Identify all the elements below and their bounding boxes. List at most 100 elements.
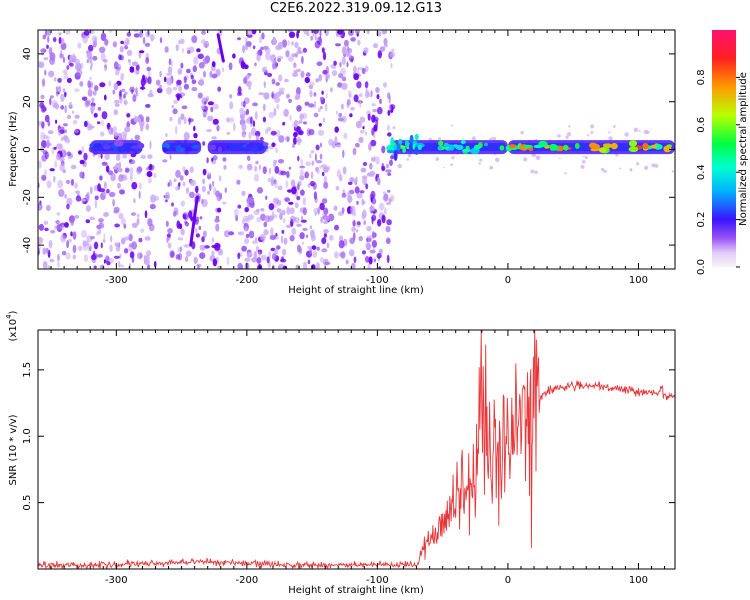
noise-speckle: [359, 100, 362, 108]
colorbar-tick-label: 0.4: [696, 164, 707, 180]
noise-speckle: [209, 183, 212, 192]
noise-speckle: [49, 258, 55, 263]
signal-band-blob: [393, 144, 398, 151]
noise-speckle: [48, 70, 55, 78]
noise-speckle: [323, 233, 328, 238]
noise-speckle: [319, 153, 323, 160]
noise-speckle: [580, 164, 585, 169]
noise-speckle: [278, 74, 283, 82]
signal-band-blob: [650, 144, 657, 149]
noise-speckle: [301, 215, 304, 221]
noise-speckle: [167, 66, 173, 75]
noise-speckle: [127, 59, 131, 63]
noise-speckle: [119, 54, 124, 61]
noise-speckle: [279, 212, 283, 220]
noise-speckle: [133, 33, 140, 38]
noise-speckle: [288, 166, 292, 170]
noise-speckle: [59, 53, 64, 59]
noise-speckle: [370, 156, 376, 162]
noise-speckle: [278, 87, 285, 92]
noise-speckle: [478, 162, 481, 165]
noise-speckle: [289, 207, 295, 215]
noise-speckle: [138, 237, 143, 243]
noise-speckle: [291, 41, 294, 46]
noise-speckle: [379, 98, 382, 105]
noise-speckle: [387, 132, 392, 137]
noise-speckle: [296, 223, 302, 227]
noise-speckle: [361, 198, 364, 206]
noise-speckle: [92, 90, 97, 96]
noise-speckle: [99, 264, 105, 269]
noise-speckle: [207, 172, 212, 176]
noise-speckle: [139, 50, 145, 54]
noise-speckle: [341, 115, 347, 123]
noise-speckle: [53, 102, 57, 109]
noise-speckle: [130, 153, 137, 158]
noise-speckle: [82, 245, 88, 251]
noise-speckle: [198, 225, 202, 231]
noise-speckle: [68, 102, 72, 107]
noise-speckle: [359, 129, 365, 134]
noise-speckle: [383, 38, 388, 46]
noise-speckle: [53, 77, 57, 82]
noise-speckle: [56, 253, 60, 262]
noise-speckle: [240, 114, 246, 121]
noise-speckle: [153, 260, 157, 268]
signal-band-blob: [262, 142, 269, 147]
noise-speckle: [217, 207, 222, 213]
noise-speckle: [131, 61, 139, 66]
noise-speckle: [132, 94, 137, 103]
signal-band-blob: [180, 144, 188, 149]
noise-speckle: [608, 131, 611, 134]
noise-speckle: [108, 80, 112, 87]
noise-speckle: [630, 168, 633, 171]
noise-speckle: [371, 240, 377, 248]
noise-speckle: [179, 38, 185, 44]
noise-speckle: [145, 103, 151, 108]
noise-speckle: [590, 131, 594, 134]
signal-band-blob: [409, 134, 414, 144]
noise-speckle: [256, 257, 262, 264]
noise-speckle: [342, 46, 347, 55]
noise-speckle: [293, 62, 297, 68]
noise-speckle: [334, 251, 339, 259]
spectrogram-x-axis-label: Height of straight line (km): [288, 285, 424, 296]
noise-speckle: [254, 62, 257, 67]
noise-speckle: [251, 240, 258, 244]
noise-speckle: [218, 175, 222, 182]
noise-speckle: [229, 101, 234, 110]
noise-speckle: [89, 246, 92, 252]
noise-speckle: [90, 105, 96, 112]
noise-speckle: [228, 62, 233, 71]
noise-speckle: [112, 198, 115, 207]
noise-speckle: [290, 179, 296, 187]
noise-speckle: [200, 105, 205, 110]
noise-speckle: [274, 180, 278, 189]
noise-speckle: [62, 88, 65, 93]
noise-speckle: [65, 179, 71, 185]
noise-speckle: [268, 203, 275, 211]
noise-speckle: [256, 51, 261, 56]
noise-speckle: [188, 191, 195, 199]
signal-band-blob: [508, 144, 517, 148]
noise-speckle: [356, 229, 359, 233]
signal-band-blob: [393, 150, 398, 161]
noise-speckle: [315, 36, 319, 42]
noise-speckle: [302, 47, 307, 53]
noise-speckle: [131, 241, 137, 250]
noise-speckle: [253, 210, 260, 216]
noise-speckle: [315, 160, 323, 164]
noise-speckle: [170, 60, 173, 67]
noise-speckle: [118, 260, 121, 268]
noise-speckle: [164, 46, 169, 53]
noise-speckle: [276, 208, 282, 213]
noise-speckle: [311, 160, 314, 166]
noise-speckle: [255, 160, 259, 165]
noise-speckle: [324, 261, 331, 265]
noise-speckle: [64, 194, 68, 199]
noise-speckle: [126, 49, 133, 57]
noise-speckle: [165, 220, 169, 227]
noise-speckle: [203, 230, 207, 238]
noise-speckle: [167, 242, 172, 249]
noise-speckle: [530, 169, 535, 174]
